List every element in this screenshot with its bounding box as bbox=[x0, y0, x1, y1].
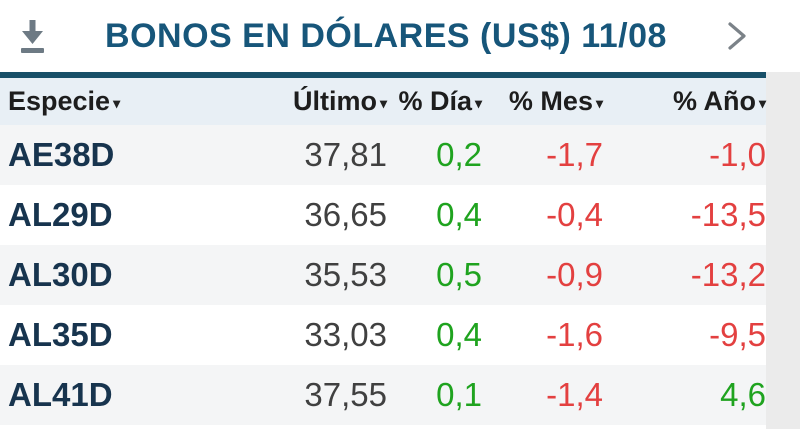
year-change-value: -1,0 bbox=[709, 136, 766, 173]
bond-ticker[interactable]: AL30D bbox=[8, 256, 113, 293]
sort-desc-icon bbox=[380, 95, 387, 112]
year-change-value: -9,5 bbox=[709, 316, 766, 353]
month-change-value: -1,4 bbox=[546, 376, 603, 413]
year-change-value: 4,6 bbox=[720, 376, 766, 413]
sort-desc-icon bbox=[596, 95, 603, 112]
month-change-value: -1,6 bbox=[546, 316, 603, 353]
last-price-value: 35,53 bbox=[304, 256, 387, 293]
sort-desc-icon bbox=[113, 95, 120, 112]
table-row[interactable]: AL29D 36,65 0,4 -0,4 -13,5 bbox=[0, 185, 766, 245]
chevron-right-icon bbox=[725, 19, 749, 53]
bonds-widget: BONOS EN DÓLARES (US$) 11/08 Especie Últ… bbox=[0, 0, 766, 425]
sort-desc-icon bbox=[475, 95, 482, 112]
bond-ticker[interactable]: AL29D bbox=[8, 196, 113, 233]
next-button[interactable] bbox=[720, 14, 754, 58]
column-header-mes[interactable]: % Mes bbox=[509, 86, 603, 117]
table-header-row: Especie Último % Día % Mes % Año bbox=[0, 78, 766, 125]
year-change-value: -13,5 bbox=[690, 196, 766, 233]
download-button[interactable] bbox=[12, 14, 52, 58]
month-change-value: -0,4 bbox=[546, 196, 603, 233]
table-row[interactable]: AL30D 35,53 0,5 -0,9 -13,2 bbox=[0, 245, 766, 305]
month-change-value: -0,9 bbox=[546, 256, 603, 293]
table-row[interactable]: AE38D 37,81 0,2 -1,7 -1,0 bbox=[0, 125, 766, 185]
bond-ticker[interactable]: AE38D bbox=[8, 136, 115, 173]
page-gutter bbox=[766, 72, 800, 429]
download-icon bbox=[15, 17, 49, 55]
column-header-especie[interactable]: Especie bbox=[8, 86, 198, 117]
last-price-value: 36,65 bbox=[304, 196, 387, 233]
day-change-value: 0,1 bbox=[436, 376, 482, 413]
last-price-value: 37,55 bbox=[304, 376, 387, 413]
column-header-ultimo[interactable]: Último bbox=[293, 86, 387, 117]
day-change-value: 0,5 bbox=[436, 256, 482, 293]
bond-ticker[interactable]: AL41D bbox=[8, 376, 113, 413]
column-header-anio[interactable]: % Año bbox=[673, 86, 766, 117]
widget-title: BONOS EN DÓLARES (US$) 11/08 bbox=[105, 16, 667, 55]
widget-header: BONOS EN DÓLARES (US$) 11/08 bbox=[0, 0, 766, 72]
table-row[interactable]: AL35D 33,03 0,4 -1,6 -9,5 bbox=[0, 305, 766, 365]
table-row[interactable]: AL41D 37,55 0,1 -1,4 4,6 bbox=[0, 365, 766, 425]
column-header-dia[interactable]: % Día bbox=[398, 86, 482, 117]
bond-ticker[interactable]: AL35D bbox=[8, 316, 113, 353]
last-price-value: 33,03 bbox=[304, 316, 387, 353]
day-change-value: 0,2 bbox=[436, 136, 482, 173]
sort-desc-icon bbox=[759, 95, 766, 112]
day-change-value: 0,4 bbox=[436, 316, 482, 353]
last-price-value: 37,81 bbox=[304, 136, 387, 173]
year-change-value: -13,2 bbox=[690, 256, 766, 293]
month-change-value: -1,7 bbox=[546, 136, 603, 173]
header-divider bbox=[0, 72, 766, 78]
day-change-value: 0,4 bbox=[436, 196, 482, 233]
table-body: AE38D 37,81 0,2 -1,7 -1,0 AL29D 36,65 0,… bbox=[0, 125, 766, 425]
